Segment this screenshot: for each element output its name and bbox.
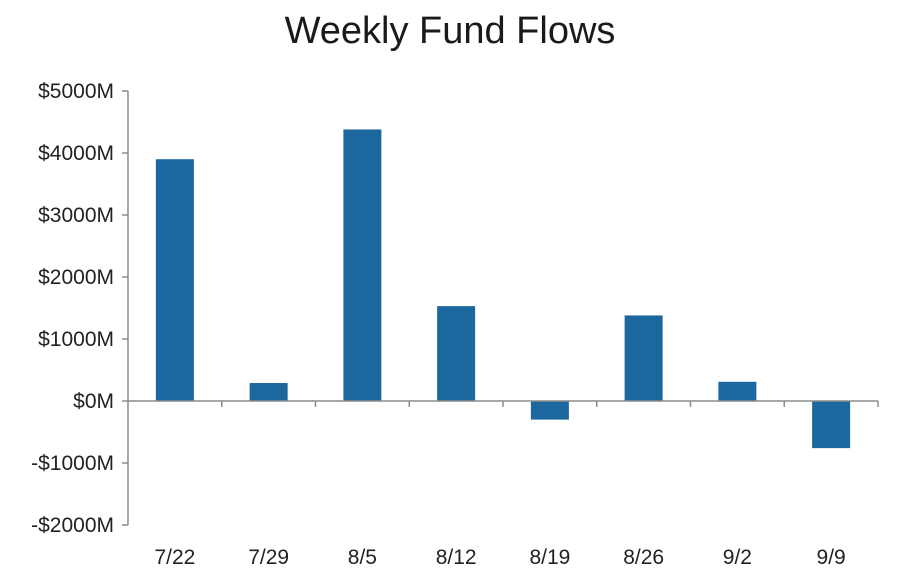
- x-axis: 7/22 7/29 8/5 8/12 8/19 8/26 9/2 9/9: [128, 400, 879, 569]
- y-tick-label: $0M: [73, 390, 114, 413]
- chart-title: Weekly Fund Flows: [284, 10, 616, 52]
- x-tick-label: 8/19: [529, 546, 570, 569]
- x-tick-label: 8/12: [436, 546, 477, 569]
- y-tick-label: -$2000M: [31, 514, 114, 537]
- bar-7-29: [249, 383, 288, 401]
- y-axis: $5000M $4000M $3000M $2000M $1000M $0M -$1000M…: [31, 80, 129, 537]
- y-tick-label: $1000M: [38, 328, 114, 351]
- y-tick-label: $2000M: [38, 266, 114, 289]
- y-tick-label: $4000M: [38, 142, 114, 165]
- bars: [155, 129, 851, 449]
- bar-8-5: [343, 129, 382, 401]
- bar-8-12: [437, 306, 476, 401]
- x-tick-label: 7/29: [248, 546, 289, 569]
- bar-7-22: [155, 159, 194, 401]
- y-tick-label: -$1000M: [31, 452, 114, 475]
- bar-9-2: [718, 381, 757, 401]
- x-tick-label: 8/5: [348, 546, 377, 569]
- x-tick-label: 8/26: [623, 546, 664, 569]
- x-tick-label: 7/22: [154, 546, 195, 569]
- x-tick-label: 9/2: [723, 546, 752, 569]
- bar-8-26: [624, 315, 663, 401]
- x-tick-label: 9/9: [817, 546, 846, 569]
- bar-9-9: [812, 401, 851, 449]
- y-tick-label: $5000M: [38, 80, 114, 103]
- y-tick-label: $3000M: [38, 204, 114, 227]
- bar-8-19: [530, 401, 569, 420]
